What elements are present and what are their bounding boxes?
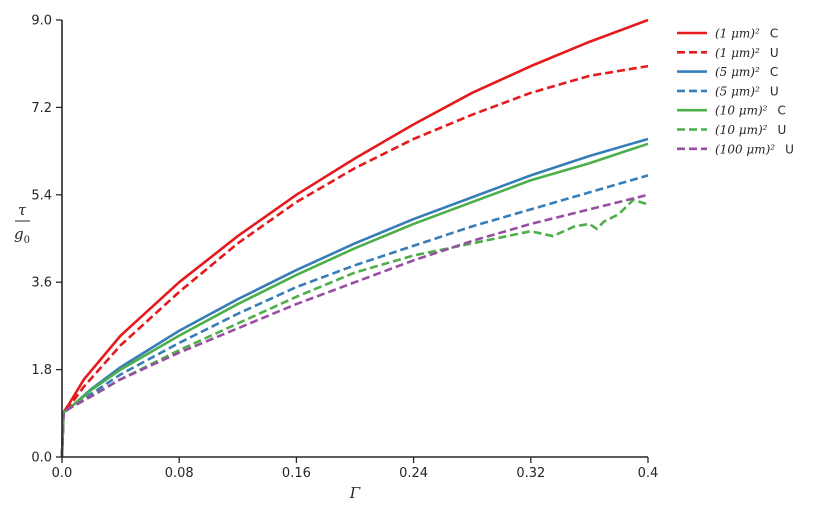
legend-entry-name: (1 μm)² <box>715 27 760 41</box>
y-axis-title-denominator-main: g <box>14 225 24 243</box>
legend-entry-tag: C <box>777 104 785 118</box>
legend-entry-3: (5 μm)² U <box>715 84 779 98</box>
y-axis-title: τ g0 <box>14 201 30 246</box>
y-axis-title-denominator: g0 <box>14 225 30 246</box>
legend-entry-tag: U <box>777 123 786 137</box>
x-tick-label: 0.16 <box>282 466 311 481</box>
x-ticks: 0.0 0.08 0.16 0.24 0.32 0.4 <box>52 457 659 481</box>
legend-entry-0: (1 μm)² C <box>715 27 778 41</box>
series-line-2 <box>60 137 649 458</box>
series-line-1 <box>60 64 649 458</box>
y-axis-title-denominator-sub: 0 <box>24 235 30 246</box>
legend-entry-name: (10 μm)² <box>715 104 768 118</box>
series-line-4 <box>60 142 649 458</box>
x-tick-label: 0.4 <box>638 466 659 481</box>
series-line-0 <box>60 18 649 458</box>
y-tick-label: 7.2 <box>31 101 52 116</box>
plot-area: 0.0 0.08 0.16 0.24 0.32 0.4 0.0 1.8 3.6 5.4 7.2 9.… <box>31 14 658 482</box>
y-tick-label: 3.6 <box>31 276 52 291</box>
x-tick-label: 0.32 <box>516 466 545 481</box>
x-axis-title: Γ <box>349 484 361 502</box>
legend-entry-tag: U <box>785 142 794 156</box>
legend-entry-4: (10 μm)² C <box>715 104 786 118</box>
legend-entry-name: (5 μm)² <box>715 84 760 98</box>
legend-entry-6: (100 μm)² U <box>715 142 794 156</box>
legend-entry-name: (100 μm)² <box>715 142 775 156</box>
x-tick-label: 0.0 <box>52 466 73 481</box>
x-tick-label: 0.24 <box>399 466 428 481</box>
y-tick-label: 5.4 <box>31 188 52 203</box>
legend-entry-tag: C <box>770 27 778 41</box>
legend-entry-tag: U <box>770 46 779 60</box>
legend-entry-tag: U <box>770 84 779 98</box>
legend-entry-name: (1 μm)² <box>715 46 760 60</box>
y-tick-label: 0.0 <box>31 451 52 466</box>
y-axis-title-numerator: τ <box>18 201 27 219</box>
legend-entry-name: (5 μm)² <box>715 65 760 79</box>
series-line-6 <box>60 193 649 458</box>
y-tick-label: 1.8 <box>31 363 52 378</box>
y-ticks: 0.0 1.8 3.6 5.4 7.2 9.0 <box>31 14 62 466</box>
series-line-5 <box>60 198 649 458</box>
legend-entry-5: (10 μm)² U <box>715 123 786 137</box>
series-layer <box>60 18 649 458</box>
series-line-3 <box>60 174 649 458</box>
legend-entry-name: (10 μm)² <box>715 123 768 137</box>
legend-entry-tag: C <box>770 65 778 79</box>
y-tick-label: 9.0 <box>31 14 52 29</box>
x-tick-label: 0.08 <box>165 466 194 481</box>
legend-entry-2: (5 μm)² C <box>715 65 778 79</box>
legend: (1 μm)² C(1 μm)² U(5 μm)² C(5 μm)² U(10 μm)²… <box>677 27 794 156</box>
legend-entry-1: (1 μm)² U <box>715 46 779 60</box>
